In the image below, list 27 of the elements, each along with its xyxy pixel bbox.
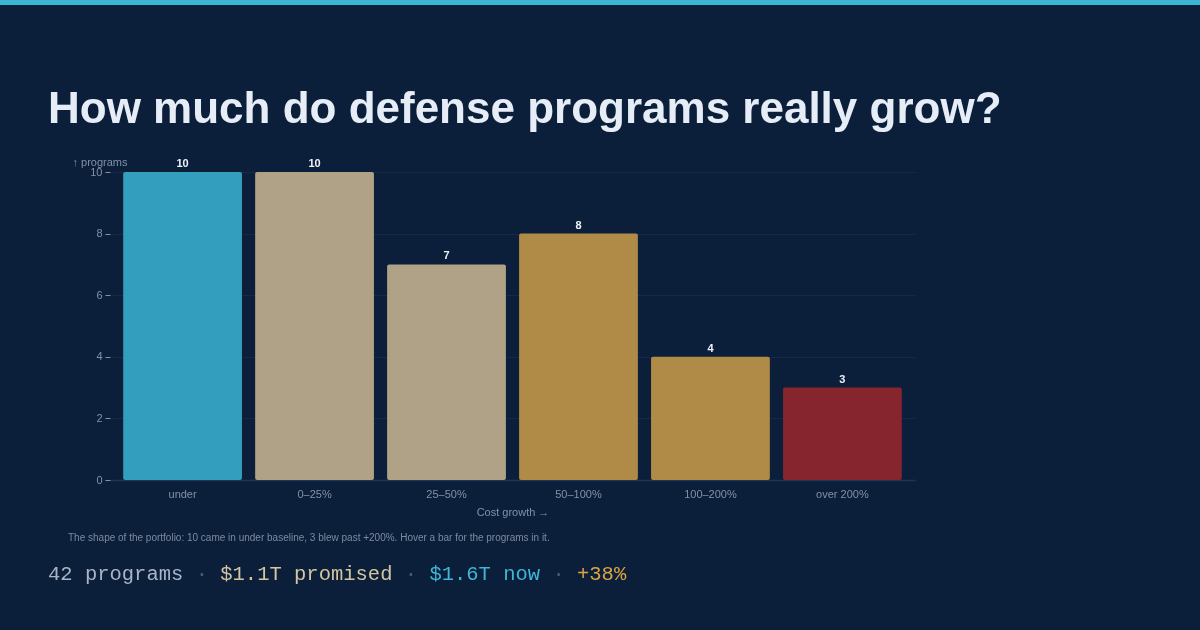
data-label: 10 [308, 157, 321, 169]
x-tick-label: over 200% [816, 487, 869, 500]
y-tick-label: 8 [96, 227, 103, 240]
x-axis-title: Cost growth → [476, 505, 550, 518]
y-tick-label: 0 [96, 473, 103, 486]
bar [255, 172, 374, 480]
bar [651, 356, 770, 480]
bar [123, 172, 242, 480]
y-tick-label: 4 [96, 350, 103, 363]
chart-title: How much do defense programs really grow? [48, 83, 1002, 132]
text: The shape of the portfolio: 10 came in under baseline, 3 blew past +200%. Hover a bar for the programs in it. [68, 532, 550, 543]
data-label: 4 [707, 341, 715, 354]
y-tick-label: 6 [96, 288, 103, 301]
bar [387, 264, 506, 480]
x-tick-label: 25–50% [426, 487, 467, 500]
data-label: 8 [575, 218, 582, 231]
y-tick-label: 2 [96, 411, 103, 424]
data-label: 7 [443, 249, 450, 262]
x-tick-label: under [168, 487, 197, 500]
data-label: 10 [176, 157, 189, 169]
text: 42 programs · $1.1T promised · $1.6T now · +38% [48, 563, 627, 586]
data-label: 3 [839, 372, 846, 385]
x-tick-label: 0–25% [297, 487, 332, 500]
bar [783, 387, 902, 480]
x-tick-label: 100–200% [684, 487, 737, 500]
x-tick-label: 50–100% [555, 487, 602, 500]
bar [519, 233, 638, 480]
